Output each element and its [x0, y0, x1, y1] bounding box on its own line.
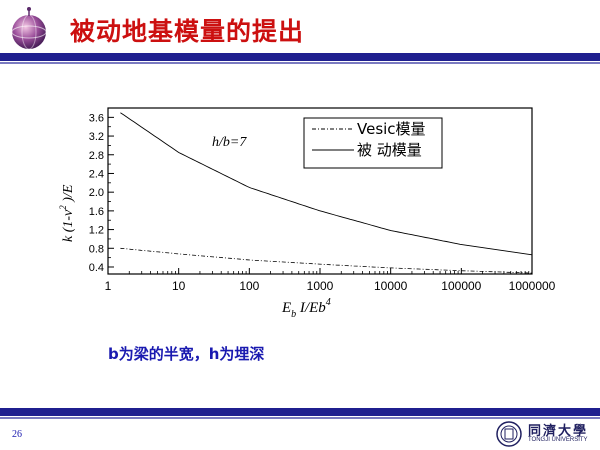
y-tick-label: 0.8 — [89, 243, 104, 255]
series-line-vesic — [120, 247, 533, 274]
legend-label: Vesic模量 — [357, 120, 426, 138]
y-tick-label: 1.2 — [89, 225, 104, 237]
x-tick-label: 1 — [105, 279, 112, 293]
y-axis-label: k (1-ν2 )/E — [58, 184, 76, 242]
university-emblem-icon — [496, 421, 522, 447]
slide-note: b为梁的半宽，h为埋深 — [108, 345, 265, 363]
y-tick-label: 2.4 — [89, 168, 104, 180]
x-axis-label: Eb I/Eb4 — [281, 297, 331, 320]
x-tick-label: 1000000 — [509, 279, 556, 293]
x-tick-label: 100 — [239, 279, 259, 293]
series-line-passive — [120, 112, 533, 256]
chart: 1 10 100 1000 10000 100000 1000000 0.4 0.8 1.2 1.6… — [0, 90, 600, 340]
y-tick-label: 0.4 — [89, 262, 104, 274]
x-tick-label: 10 — [172, 279, 186, 293]
x-tick-label: 1000 — [307, 279, 334, 293]
y-tick-label: 1.6 — [89, 206, 104, 218]
y-tick-label: 3.2 — [89, 131, 104, 143]
y-tick-label: 2.8 — [89, 150, 104, 162]
university-name-cn: 同濟大學 — [528, 424, 589, 439]
university-logo: 同濟大學 TONGJI UNIVERSITY — [496, 420, 596, 448]
x-tick-label: 100000 — [441, 279, 481, 293]
page-number: 26 — [12, 429, 22, 440]
university-name-en: TONGJI UNIVERSITY — [528, 437, 588, 443]
header-divider-thin — [0, 62, 600, 64]
x-tick-label: 10000 — [374, 279, 408, 293]
y-tick-label: 3.6 — [89, 112, 104, 124]
legend-label: 被 动模量 — [357, 141, 422, 159]
chart-annotation: h/b=7 — [212, 135, 247, 150]
footer-divider-thin — [0, 417, 600, 419]
page-title: 被动地基模量的提出 — [70, 17, 305, 46]
y-tick-label: 2.0 — [89, 187, 104, 199]
footer-divider — [0, 408, 600, 416]
globe-logo-icon — [11, 7, 47, 50]
legend-box — [303, 117, 443, 169]
chart-svg: 1 10 100 1000 10000 100000 1000000 0.4 0.8 1.2 1.6… — [58, 107, 556, 320]
header-divider — [0, 53, 600, 61]
